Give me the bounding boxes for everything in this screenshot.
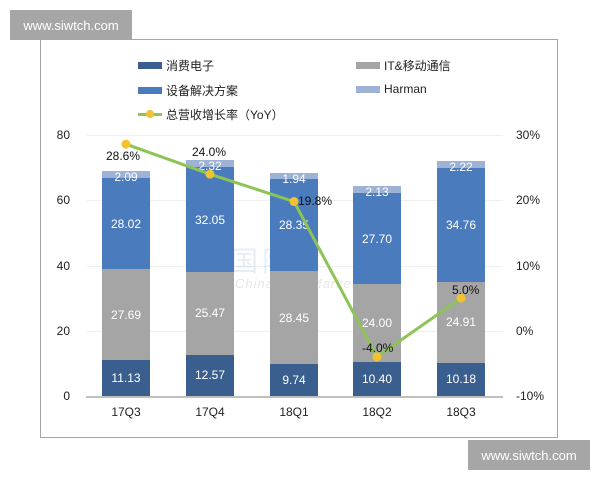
site-watermark-bottom-right: www.siwtch.com	[468, 440, 590, 470]
legend-label: 消费电子	[166, 59, 215, 73]
bar-segment-consumer-electronics: 12.57	[186, 354, 234, 396]
bar-segment-consumer-electronics: 9.74	[270, 364, 318, 396]
bar-segment-device-solutions: 32.05	[186, 167, 234, 272]
site-watermark-top-left: www.siwtch.com	[10, 10, 132, 40]
x-axis-label: 17Q3	[111, 405, 141, 419]
legend-swatch	[138, 87, 162, 94]
legend-item-it-mobile: IT&移动通信	[356, 57, 451, 74]
legend-label: IT&移动通信	[384, 59, 451, 73]
right-axis-tick: 30%	[516, 128, 541, 142]
left-axis-tick: 20	[56, 324, 70, 338]
x-axis-line	[86, 396, 503, 398]
bar-segment-device-solutions: 28.35	[270, 178, 318, 272]
right-axis-tick: 10%	[516, 259, 541, 273]
legend-item-consumer-electronics: 消费电子	[138, 57, 214, 74]
bar-segment-harman: 2.22	[437, 161, 485, 173]
legend-label: 总营收增长率（YoY）	[166, 108, 284, 122]
bar-segment-device-solutions: 28.02	[102, 177, 150, 270]
growth-label: 19.8%	[298, 194, 333, 208]
left-axis-tick: 60	[56, 193, 70, 207]
right-axis-tick: -10%	[516, 389, 545, 403]
right-axis-tick: 20%	[516, 193, 541, 207]
bar-segment-it-mobile: 28.45	[270, 271, 318, 365]
x-axis-label: 18Q1	[279, 405, 309, 419]
legend-label: 设备解决方案	[166, 84, 239, 98]
growth-label: 28.6%	[106, 149, 141, 163]
bar-segment-it-mobile: 25.47	[186, 271, 234, 355]
left-axis-tick: 0	[63, 389, 70, 403]
x-axis-label: 18Q3	[446, 405, 476, 419]
legend-swatch	[356, 62, 380, 69]
bar-segment-harman: 1.94	[270, 172, 318, 185]
gridline	[86, 135, 503, 136]
bar-segment-consumer-electronics: 11.13	[102, 359, 150, 396]
legend-item-revenue-growth: 总营收增长率（YoY）	[138, 106, 284, 123]
legend-swatch	[138, 62, 162, 69]
bar-segment-it-mobile: 27.69	[102, 269, 150, 360]
bar-segment-device-solutions: 34.76	[437, 168, 485, 282]
left-axis-tick: 80	[56, 128, 70, 142]
left-axis-tick: 40	[56, 259, 70, 273]
right-axis-tick: 0%	[516, 324, 534, 338]
legend-item-harman: Harman	[356, 82, 427, 96]
bar-segment-consumer-electronics: 10.40	[353, 362, 401, 396]
legend-label: Harman	[384, 82, 427, 96]
legend-line-marker-icon	[138, 110, 162, 118]
x-axis-label: 17Q4	[195, 405, 225, 419]
bar-segment-consumer-electronics: 10.18	[437, 362, 485, 396]
x-axis-label: 18Q2	[362, 405, 392, 419]
legend-swatch	[356, 85, 380, 93]
growth-label: -4.0%	[362, 341, 394, 355]
bar-segment-harman: 2.09	[102, 171, 150, 183]
bar-segment-device-solutions: 27.70	[353, 193, 401, 284]
growth-label: 5.0%	[452, 283, 480, 297]
bar-segment-harman: 2.32	[186, 159, 234, 171]
bar-segment-harman: 2.13	[353, 186, 401, 198]
legend-item-device-solutions: 设备解决方案	[138, 82, 238, 99]
growth-label: 24.0%	[192, 145, 227, 159]
